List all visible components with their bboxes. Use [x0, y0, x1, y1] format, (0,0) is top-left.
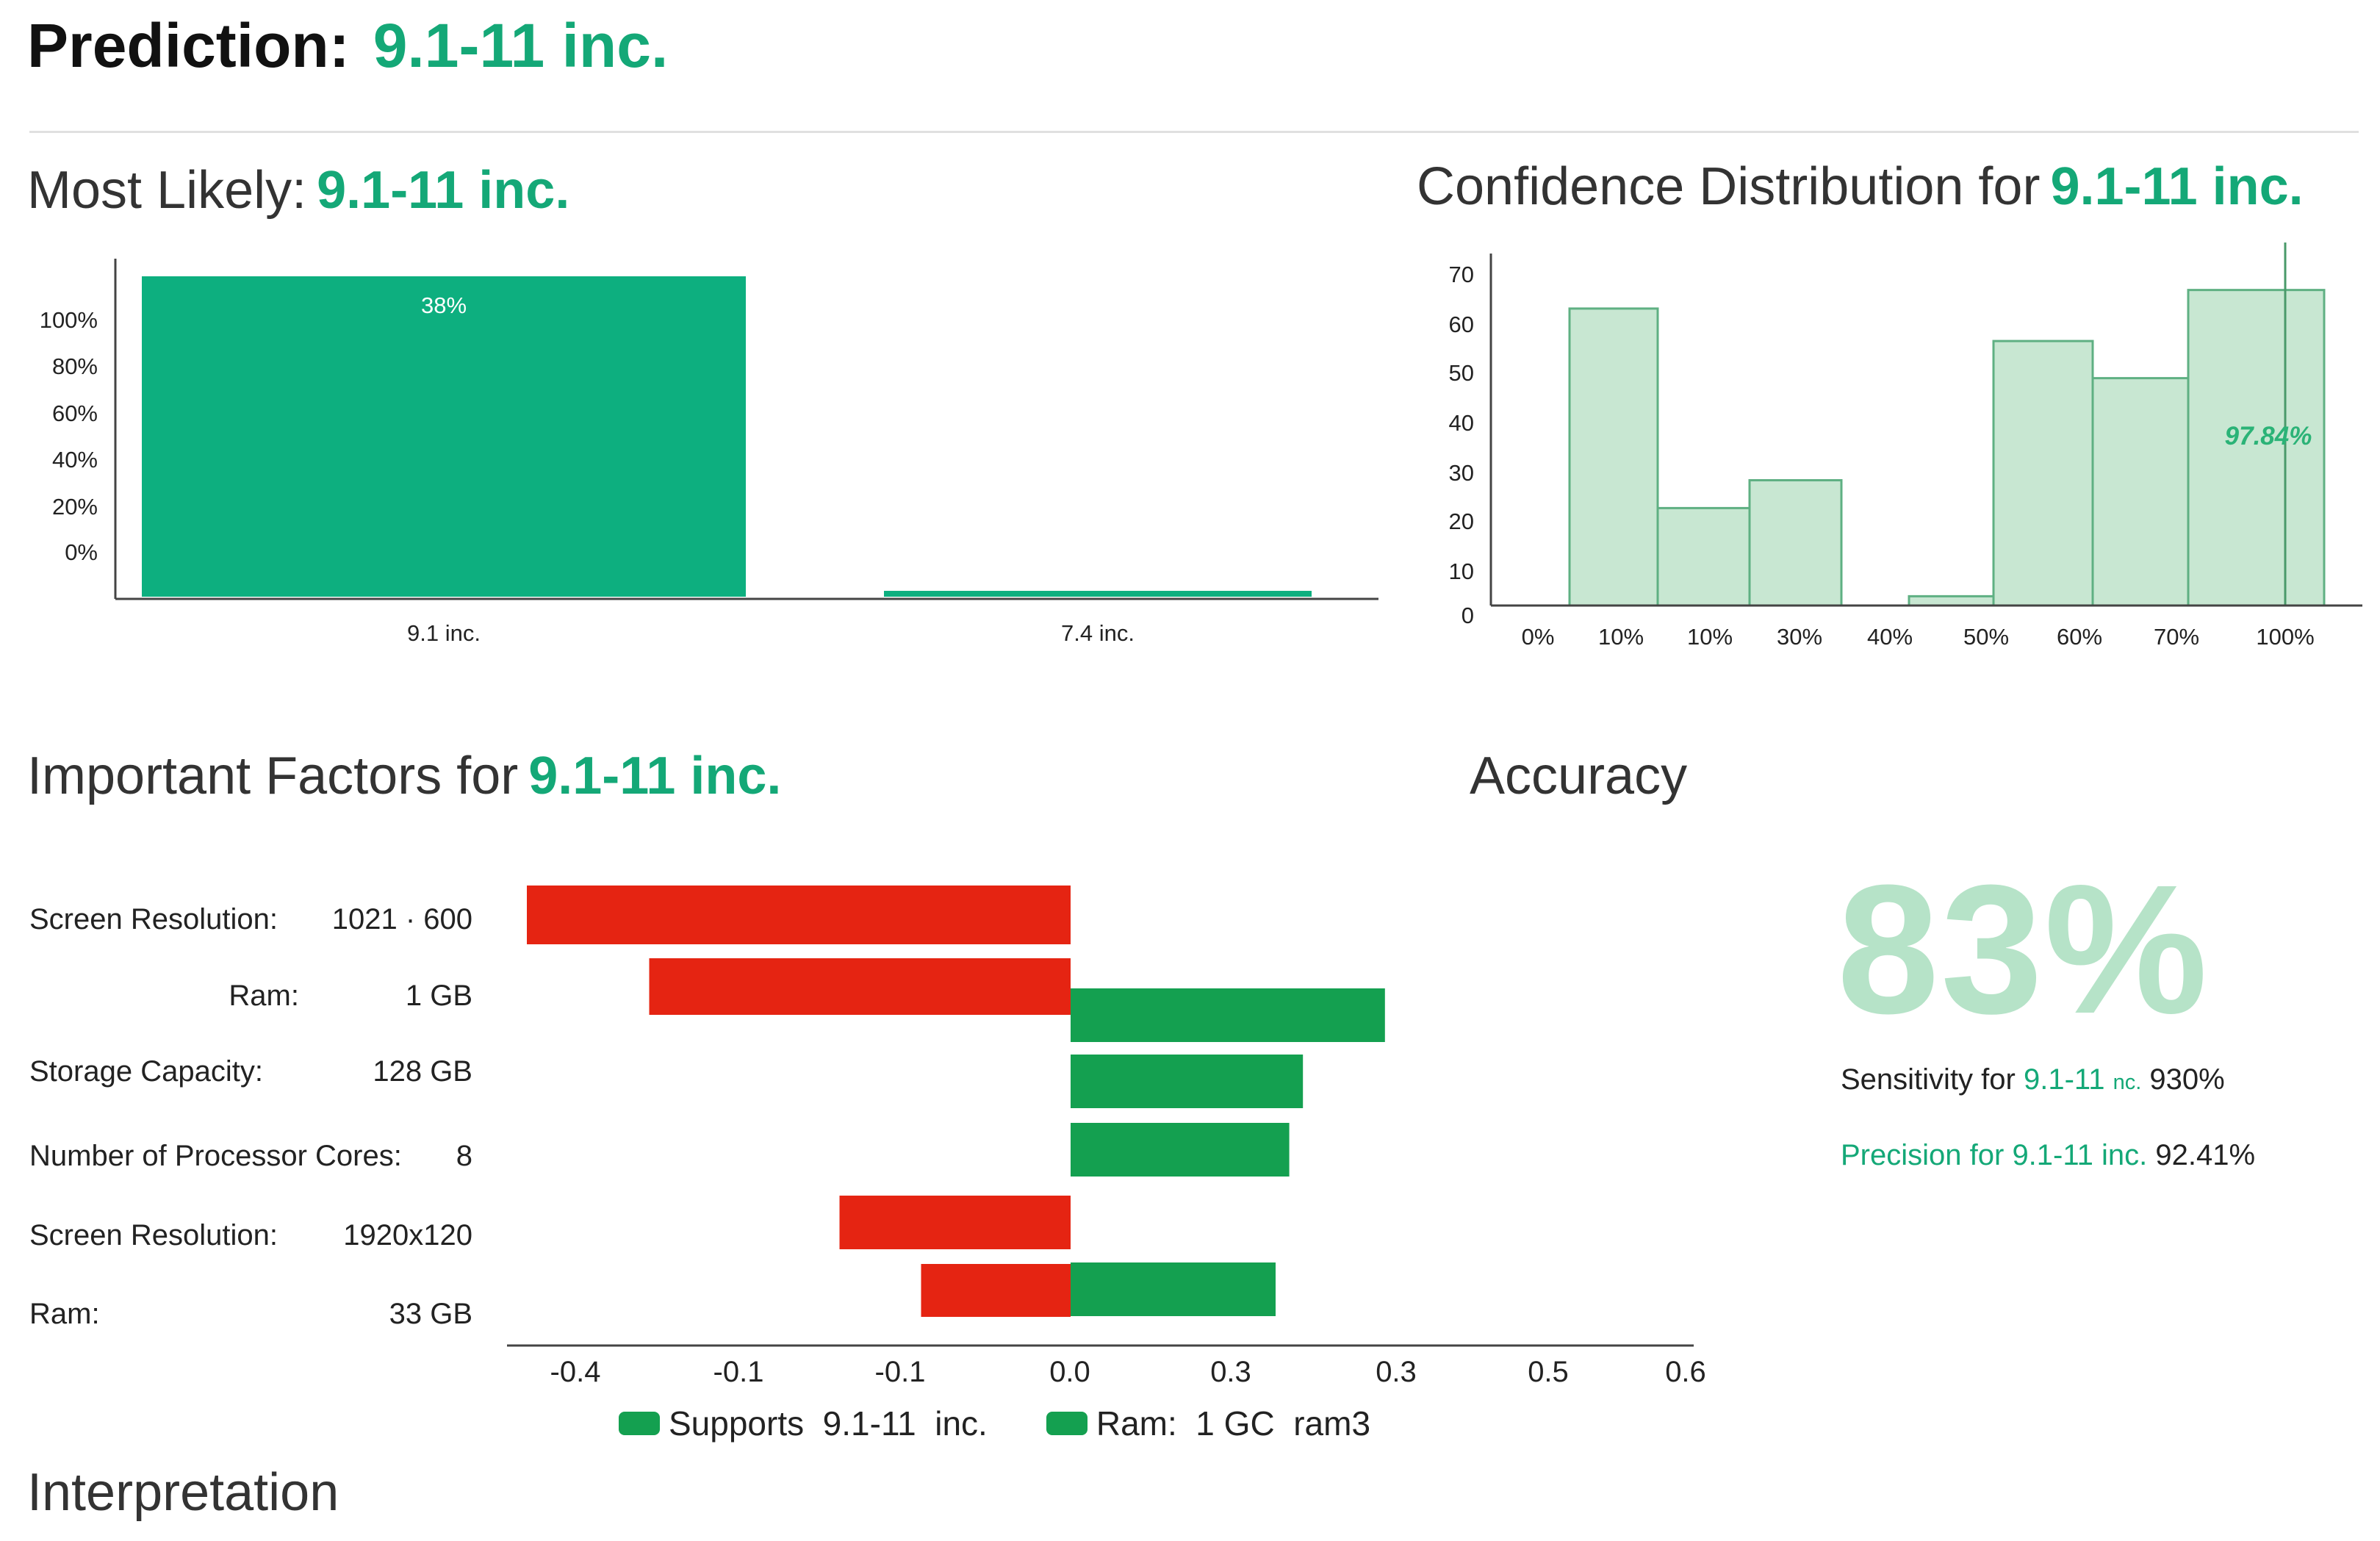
- feature-name: Number of Processor Cores:: [29, 1140, 402, 1172]
- y-tick-label: 100%: [40, 307, 98, 333]
- x-tick-label: 7.4 inc.: [1061, 620, 1135, 646]
- feature-name: Screen Resolution:: [29, 1219, 278, 1251]
- bar-1: [884, 591, 1312, 597]
- precision-prefix: Precision for: [1841, 1139, 2005, 1171]
- x-tick-label: 70%: [2154, 624, 2199, 650]
- feature-value: 33 GB: [389, 1298, 472, 1330]
- y-tick-label: 60%: [52, 400, 98, 426]
- factors-title: Important Factors for 9.1-11 inc.: [27, 746, 781, 806]
- legend-label-supports: Supports 9.1-11 inc.: [669, 1404, 988, 1443]
- most-likely-label: Most Likely:: [27, 161, 307, 220]
- bar-0: [142, 276, 746, 597]
- factors-value: 9.1-11 inc.: [528, 747, 782, 805]
- positive-bar-1: [1071, 988, 1385, 1042]
- histogram-bar-3: [1748, 479, 1843, 607]
- negative-bar-1: [649, 958, 1071, 1015]
- x-tick-label: -0.1: [875, 1356, 926, 1388]
- x-tick-label: 0.0: [1049, 1356, 1090, 1388]
- x-tick-label: 0.5: [1528, 1356, 1569, 1388]
- histogram-bar-7: [2091, 377, 2190, 607]
- histogram-bar-1: [1568, 307, 1659, 607]
- page-title-value: 9.1-11 inc.: [373, 11, 669, 80]
- feature-name: Ram:: [229, 980, 299, 1012]
- page-title: Prediction: 9.1-11 inc.: [27, 10, 668, 82]
- y-tick-label: 50: [1449, 360, 1474, 386]
- histogram-bar-6: [1992, 340, 2094, 607]
- positive-bar-2: [1071, 1055, 1304, 1108]
- bar-data-label: 38%: [421, 292, 467, 318]
- feature-value: 1021 · 600: [332, 903, 472, 935]
- x-tick-label: 9.1 inc.: [407, 620, 481, 646]
- x-tick-label: 100%: [2256, 624, 2314, 650]
- factors-legend: Supports 9.1-11 inc. Ram: 1 GC ram3: [619, 1404, 1370, 1443]
- x-tick-label: 30%: [1777, 624, 1822, 650]
- y-tick-label: 60: [1449, 312, 1474, 337]
- histogram-bar-2: [1656, 506, 1751, 607]
- precision-class: 9.1-11: [2012, 1139, 2093, 1171]
- y-tick-label: 30: [1449, 460, 1474, 486]
- sensitivity-suffix: nc.: [2113, 1071, 2142, 1094]
- y-tick-label: 20: [1449, 509, 1474, 534]
- most-likely-title: Most Likely: 9.1-11 inc.: [27, 160, 569, 220]
- negative-bar-5: [921, 1264, 1071, 1317]
- marker-label: 97.84%: [2225, 422, 2312, 450]
- x-tick-label: 0%: [1522, 624, 1555, 650]
- x-tick-label: 0.3: [1210, 1356, 1251, 1388]
- feature-name: Ram:: [29, 1298, 100, 1330]
- precision-value: 92.41%: [2155, 1139, 2256, 1171]
- factors-label: Important Factors for: [27, 747, 519, 805]
- x-tick-label: 0.6: [1665, 1356, 1706, 1388]
- x-tick-label: 0.3: [1376, 1356, 1417, 1388]
- y-tick-label: 10: [1449, 558, 1474, 584]
- x-tick-label: 60%: [2057, 624, 2102, 650]
- y-tick-label: 40: [1449, 410, 1474, 436]
- y-tick-label: 80%: [52, 353, 98, 379]
- positive-bar-3: [1071, 1123, 1290, 1177]
- x-tick-label: -0.1: [713, 1356, 764, 1388]
- feature-value: 8: [456, 1140, 472, 1172]
- x-tick-label: 40%: [1867, 624, 1913, 650]
- legend-swatch-supports: [619, 1412, 660, 1435]
- accuracy-value: 83%: [1837, 847, 2210, 1052]
- positive-bar-5: [1071, 1262, 1276, 1316]
- page-title-label: Prediction:: [27, 11, 350, 80]
- x-tick-label: 50%: [1963, 624, 2009, 650]
- feature-name: Storage Capacity:: [29, 1055, 263, 1088]
- feature-name: Screen Resolution:: [29, 903, 278, 935]
- negative-bar-0: [527, 886, 1071, 944]
- y-tick-label: 0%: [65, 539, 98, 565]
- x-tick-label: -0.4: [550, 1356, 601, 1388]
- feature-value: 1 GB: [406, 980, 472, 1012]
- sensitivity-metric: Sensitivity for 9.1-11 nc. 930%: [1841, 1063, 2225, 1096]
- x-tick-label: 10%: [1598, 624, 1644, 650]
- x-tick-label: 10%: [1687, 624, 1733, 650]
- histogram-bar-8: [2187, 289, 2326, 607]
- negative-bar-4: [839, 1196, 1071, 1249]
- confidence-title: Confidence Distribution for 9.1-11 inc.: [1417, 157, 2304, 217]
- sensitivity-prefix: Sensitivity for: [1841, 1063, 2016, 1096]
- feature-value: 1920x120: [343, 1219, 472, 1251]
- precision-suffix: inc.: [2102, 1139, 2148, 1171]
- y-tick-label: 40%: [52, 447, 98, 473]
- header-divider: [29, 131, 2359, 133]
- legend-swatch-ram: [1046, 1412, 1087, 1435]
- most-likely-value: 9.1-11 inc.: [317, 161, 570, 220]
- confidence-value: 9.1-11 inc.: [2050, 157, 2304, 216]
- accuracy-title: Accuracy: [1470, 747, 1688, 805]
- y-tick-label: 20%: [52, 494, 98, 520]
- sensitivity-value: 930%: [2149, 1063, 2225, 1096]
- confidence-label: Confidence Distribution for: [1417, 157, 2041, 216]
- sensitivity-class: 9.1-11: [2023, 1063, 2105, 1096]
- interpretation-title: Interpretation: [27, 1463, 339, 1522]
- legend-label-ram: Ram: 1 GC ram3: [1096, 1404, 1371, 1443]
- precision-metric: Precision for 9.1-11 inc. 92.41%: [1841, 1139, 2255, 1172]
- y-tick-label: 70: [1449, 262, 1474, 287]
- y-tick-label: 0: [1462, 603, 1474, 628]
- feature-value: 128 GB: [373, 1055, 472, 1088]
